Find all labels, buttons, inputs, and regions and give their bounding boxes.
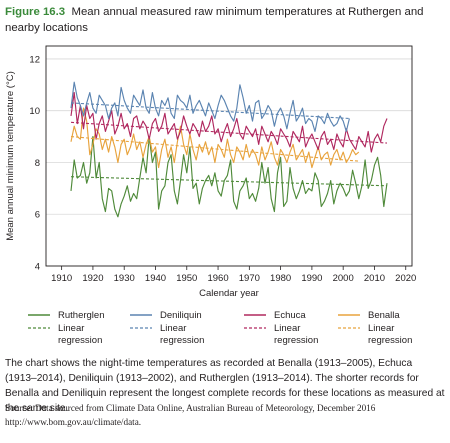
echuca-series-line [70, 92, 388, 153]
plot-frame [45, 45, 413, 267]
legend: RutherglenLinearregressionDeniliquinLine… [28, 310, 412, 346]
y-tick-label: 4 [35, 262, 40, 273]
rutherglen-trend-legend-label: regression [58, 335, 102, 346]
x-tick-label: 2000 [333, 273, 354, 284]
benalla-legend-label: Benalla [368, 310, 400, 321]
series-layer [70, 81, 388, 218]
figure-number: Figure 16.3 [5, 6, 66, 18]
rutherglen-series-line [70, 136, 388, 218]
x-tick-label: 1930 [114, 273, 135, 284]
echuca-trend-legend-label: regression [274, 335, 318, 346]
benalla-trend-legend-label: regression [368, 335, 412, 346]
echuca-trend-line [70, 121, 388, 144]
x-tick-label: 1920 [82, 273, 103, 284]
y-tick-label: 10 [29, 106, 40, 117]
y-tick-label: 12 [29, 54, 40, 65]
y-axis-label: Mean annual minimum temperature (°C) [5, 71, 16, 241]
x-tick-label: 1980 [270, 273, 291, 284]
y-tick-label: 8 [35, 158, 40, 169]
benalla-series-line [70, 107, 360, 169]
figure-title: Figure 16.3 Mean annual measured raw min… [5, 4, 445, 36]
tick-labels: 4 6 8 10 12 1910 1920 1930 1940 1950 1960 1970 1980 1… [29, 54, 416, 284]
source-note: Source: Data sourced from Climate Data O… [5, 401, 445, 429]
temperature-line-chart: 4 6 8 10 12 1910 1920 1930 1940 1950 1960 1970 1980 1… [5, 45, 416, 346]
x-tick-label: 1950 [176, 273, 197, 284]
source-text: Source: Data sourced from Climate Data O… [5, 403, 376, 413]
benalla-trend-legend-label: Linear [368, 323, 394, 334]
x-tick-label: 1910 [51, 273, 72, 284]
x-tick-label: 2010 [364, 273, 385, 284]
deniliquin-trend-legend-label: regression [160, 335, 204, 346]
deniliquin-series-line [70, 81, 350, 132]
trend-layer [70, 102, 388, 187]
deniliquin-legend-label: Deniliquin [160, 310, 202, 321]
source-url: http://www.bom.gov.au/climate/data. [5, 417, 142, 427]
x-tick-label: 1940 [145, 273, 166, 284]
x-axis-label: Calendar year [199, 288, 259, 299]
echuca-trend-legend-label: Linear [274, 323, 300, 334]
x-tick-label: 1960 [207, 273, 228, 284]
grid-lines [46, 58, 412, 267]
benalla-trend-line [70, 136, 359, 162]
y-tick-label: 6 [35, 210, 40, 221]
x-tick-label: 1970 [239, 273, 260, 284]
rutherglen-legend-label: Rutherglen [58, 310, 104, 321]
axes [45, 45, 413, 270]
rutherglen-trend-legend-label: Linear [58, 323, 84, 334]
figure-title-text: Mean annual measured raw minimum tempera… [5, 6, 424, 34]
deniliquin-trend-line [70, 102, 350, 120]
deniliquin-trend-legend-label: Linear [160, 323, 186, 334]
rutherglen-trend-line [71, 176, 387, 187]
figure-caption: The chart shows the night-time temperatu… [5, 358, 445, 414]
echuca-legend-label: Echuca [274, 310, 306, 321]
x-tick-label: 2020 [395, 273, 416, 284]
x-tick-label: 1990 [301, 273, 322, 284]
